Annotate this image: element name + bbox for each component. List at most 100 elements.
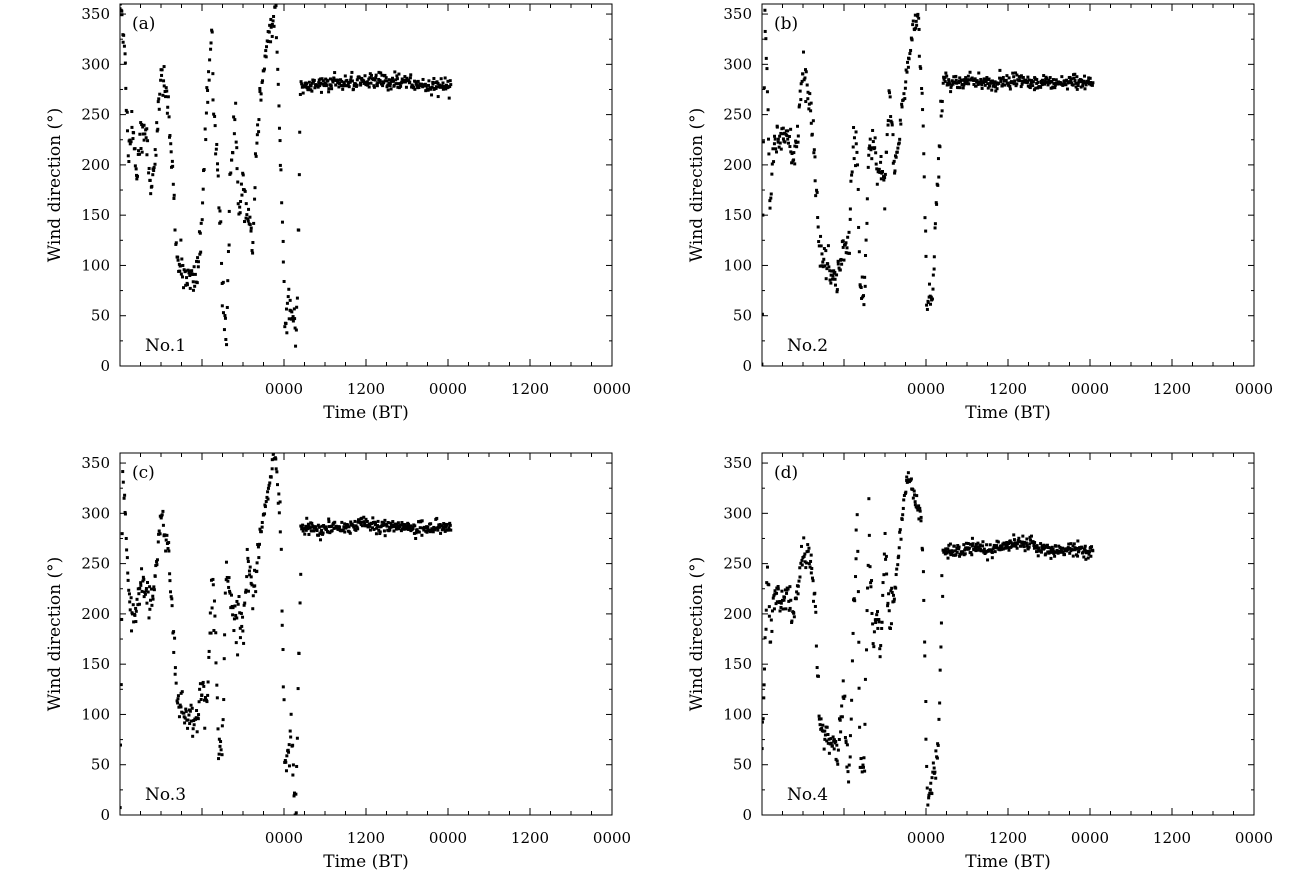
- data-point: [250, 249, 254, 253]
- data-point: [391, 76, 395, 80]
- data-point: [448, 523, 452, 527]
- data-point: [895, 150, 899, 154]
- data-point: [796, 124, 800, 128]
- data-point: [355, 83, 359, 87]
- data-point: [898, 137, 902, 141]
- data-point: [151, 594, 155, 598]
- data-point: [156, 540, 160, 544]
- data-point: [241, 629, 245, 633]
- data-point: [302, 85, 306, 89]
- data-point: [920, 91, 924, 95]
- data-point: [875, 618, 879, 622]
- data-point: [943, 75, 947, 79]
- data-point: [185, 276, 189, 280]
- data-point: [1015, 546, 1019, 550]
- data-point: [802, 554, 806, 558]
- data-point: [881, 581, 885, 585]
- data-point: [351, 87, 355, 91]
- data-point: [353, 519, 357, 523]
- y-tick-label: 300: [723, 55, 752, 73]
- data-point: [1028, 542, 1032, 546]
- data-point: [399, 529, 403, 533]
- data-point: [138, 586, 142, 590]
- data-point: [1005, 540, 1009, 544]
- data-point: [256, 545, 260, 549]
- data-point: [280, 609, 284, 613]
- data-point: [771, 147, 775, 151]
- data-point: [1006, 546, 1010, 550]
- data-point: [913, 500, 917, 504]
- data-point: [783, 588, 787, 592]
- x-tick-label: 0000: [907, 380, 945, 398]
- data-point: [822, 247, 826, 251]
- data-point: [436, 95, 440, 99]
- data-point: [124, 86, 128, 90]
- data-point: [147, 616, 151, 620]
- data-point: [134, 609, 138, 613]
- data-point: [211, 577, 215, 581]
- data-point: [876, 626, 880, 630]
- data-point: [999, 77, 1003, 81]
- data-point: [931, 761, 935, 765]
- data-point: [916, 508, 920, 512]
- data-point: [331, 80, 335, 84]
- data-point: [813, 591, 817, 595]
- data-point: [923, 654, 927, 658]
- data-point: [291, 743, 295, 747]
- data-point: [387, 78, 391, 82]
- data-point: [319, 530, 323, 534]
- data-point: [827, 751, 831, 755]
- data-point: [376, 519, 380, 523]
- data-point: [945, 550, 949, 554]
- data-point: [417, 86, 421, 90]
- data-point: [963, 78, 967, 82]
- data-point: [960, 83, 964, 87]
- data-point: [840, 262, 844, 266]
- data-point: [877, 167, 881, 171]
- data-point: [883, 172, 887, 176]
- data-point: [820, 252, 824, 256]
- data-point: [843, 736, 847, 740]
- data-point: [857, 686, 861, 690]
- data-point: [123, 510, 127, 514]
- data-point: [286, 295, 290, 299]
- data-point: [271, 453, 275, 455]
- data-point: [239, 611, 243, 615]
- data-point: [988, 84, 992, 88]
- data-point: [139, 581, 143, 585]
- data-point: [120, 532, 124, 536]
- data-point: [228, 589, 232, 593]
- data-point: [765, 581, 769, 585]
- data-point: [954, 74, 958, 78]
- data-point: [257, 118, 261, 122]
- data-point: [1080, 80, 1084, 84]
- data-point: [212, 599, 216, 603]
- data-point: [352, 525, 356, 529]
- data-point: [798, 575, 802, 579]
- data-point: [380, 73, 384, 77]
- data-point: [430, 527, 434, 531]
- data-point: [402, 78, 406, 82]
- data-point: [894, 573, 898, 577]
- data-point: [371, 516, 375, 520]
- data-point: [374, 73, 378, 77]
- data-point: [835, 759, 839, 763]
- data-point: [809, 101, 813, 105]
- data-point: [1074, 81, 1078, 85]
- data-point: [273, 5, 277, 9]
- data-point: [324, 84, 328, 88]
- data-point: [884, 554, 888, 558]
- data-point: [784, 607, 788, 611]
- data-point: [316, 523, 320, 527]
- y-tick-label: 0: [100, 357, 110, 375]
- data-point: [126, 578, 130, 582]
- data-point: [848, 734, 852, 738]
- data-point: [204, 138, 208, 142]
- data-point: [394, 527, 398, 531]
- data-point: [212, 112, 216, 116]
- data-point: [150, 184, 154, 188]
- data-point: [267, 30, 271, 34]
- data-point: [1053, 554, 1057, 558]
- data-point: [151, 597, 155, 601]
